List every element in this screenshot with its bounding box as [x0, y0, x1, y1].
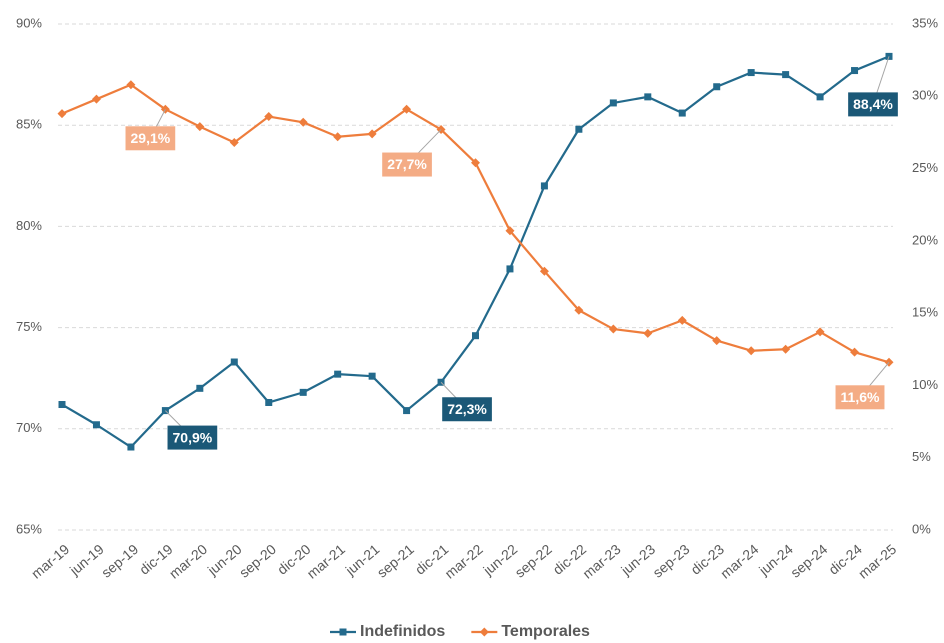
marker — [851, 67, 859, 75]
y2-tick-label: 15% — [912, 305, 938, 320]
x-tick-label: jun-22 — [479, 541, 520, 579]
marker — [713, 83, 721, 91]
data-label: 27,7% — [387, 156, 427, 172]
marker — [678, 109, 686, 117]
x-tick-label: mar-23 — [579, 541, 623, 582]
y2-tick-label: 0% — [912, 521, 931, 536]
marker — [368, 372, 376, 380]
marker — [540, 182, 548, 190]
x-tick-label: jun-23 — [617, 541, 658, 579]
marker — [471, 158, 480, 168]
marker — [712, 336, 722, 346]
x-tick-label: jun-20 — [204, 541, 245, 579]
marker — [299, 388, 307, 396]
x-tick-label: jun-24 — [755, 541, 796, 579]
y-tick-label: 85% — [16, 117, 42, 132]
label-box — [442, 397, 492, 422]
label-box — [167, 425, 218, 450]
x-tick-label: sep-19 — [98, 541, 141, 581]
marker — [539, 266, 549, 276]
marker — [472, 332, 479, 340]
x-tick-label: sep-24 — [787, 541, 830, 581]
marker — [333, 132, 343, 142]
marker — [574, 305, 584, 315]
marker — [402, 104, 412, 114]
marker — [781, 344, 791, 354]
x-tick-label: jun-19 — [66, 541, 107, 579]
y2-tick-label: 10% — [912, 377, 938, 392]
marker — [91, 94, 101, 104]
marker — [644, 93, 652, 101]
x-tick-label: mar-24 — [717, 541, 761, 582]
series-line — [61, 83, 890, 364]
label-box — [125, 126, 176, 151]
marker — [609, 99, 617, 107]
data-label: 72,3% — [447, 401, 487, 417]
data-label: 88,4% — [853, 96, 893, 112]
marker — [127, 443, 135, 451]
x-tick-label: mar-21 — [304, 541, 348, 582]
marker — [677, 315, 687, 325]
marker — [815, 327, 825, 337]
legend-label: Indefinidos — [360, 623, 445, 640]
x-tick-label: mar-20 — [166, 541, 210, 582]
marker — [747, 69, 755, 77]
marker — [57, 109, 67, 119]
marker — [506, 265, 514, 273]
marker — [850, 347, 860, 357]
y-tick-label: 90% — [16, 15, 42, 30]
label-box — [382, 152, 432, 177]
x-tick-label: sep-23 — [649, 541, 692, 581]
marker — [505, 226, 515, 236]
series-line — [61, 55, 890, 449]
marker — [264, 112, 274, 122]
label-box — [835, 385, 885, 410]
x-tick-label: mar-25 — [855, 541, 899, 582]
marker — [575, 125, 583, 133]
y2-tick-label: 20% — [912, 232, 938, 247]
x-tick-label: sep-20 — [236, 541, 279, 581]
y-tick-label: 75% — [16, 319, 42, 334]
legend-label: Temporales — [501, 623, 590, 640]
marker — [403, 407, 411, 415]
marker — [195, 122, 205, 132]
marker — [265, 398, 273, 406]
x-tick-label: sep-22 — [512, 541, 555, 581]
y2-tick-label: 5% — [912, 449, 931, 464]
y-tick-label: 65% — [16, 521, 42, 536]
data-label: 11,6% — [841, 389, 880, 405]
marker — [367, 129, 377, 139]
marker — [643, 328, 653, 338]
marker — [196, 384, 204, 392]
y2-tick-label: 25% — [912, 160, 938, 175]
marker — [58, 401, 66, 409]
x-tick-label: jun-21 — [342, 541, 383, 579]
y2-tick-label: 30% — [912, 88, 938, 103]
marker — [334, 370, 342, 378]
marker — [92, 421, 100, 429]
y-tick-label: 70% — [16, 420, 42, 435]
x-tick-label: mar-22 — [442, 541, 486, 582]
marker — [782, 71, 790, 79]
legend-marker — [339, 628, 347, 636]
x-tick-label: mar-19 — [28, 541, 72, 582]
marker — [126, 80, 136, 90]
y2-tick-label: 35% — [912, 15, 938, 30]
marker — [230, 358, 238, 366]
x-tick-label: sep-21 — [374, 541, 417, 581]
label-box — [848, 92, 898, 117]
marker — [298, 117, 308, 127]
marker — [608, 324, 618, 334]
y-tick-label: 80% — [16, 218, 42, 233]
data-label: 29,1% — [131, 130, 171, 146]
legend-marker — [479, 627, 489, 637]
marker — [746, 346, 756, 356]
marker — [816, 93, 824, 101]
marker — [229, 138, 239, 148]
data-label: 70,9% — [173, 429, 213, 445]
